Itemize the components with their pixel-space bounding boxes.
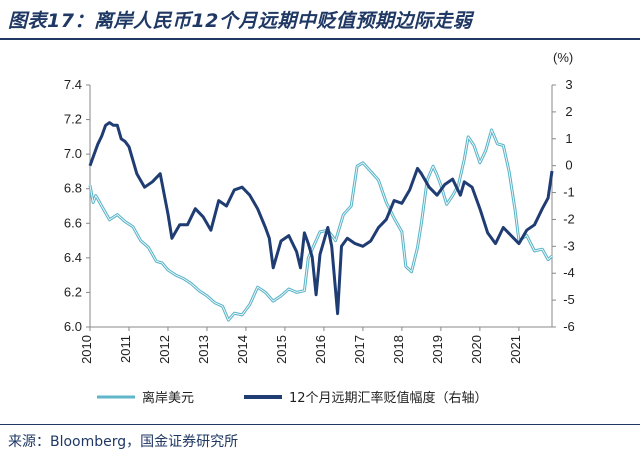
right-tick-label: -6 [563, 319, 575, 334]
left-tick-label: 6.4 [64, 250, 82, 265]
series-line-cnh-core [89, 129, 553, 321]
right-tick-label: 1 [565, 131, 572, 146]
legend-label-cnh: 离岸美元 [142, 390, 194, 406]
x-tick-label: 2019 [430, 335, 445, 364]
x-tick-label: 2017 [352, 335, 367, 364]
x-tick-label: 2012 [157, 335, 172, 364]
x-tick-label: 2015 [274, 335, 289, 364]
x-tick-label: 2013 [196, 335, 211, 364]
right-tick-label: -5 [563, 292, 575, 307]
series-line-cnh [88, 128, 554, 322]
x-tick-label: 2018 [391, 335, 406, 364]
right-axis-unit-label: (%) [553, 50, 573, 65]
title-divider [0, 38, 640, 40]
x-tick-label: 2016 [313, 335, 328, 364]
x-tick-label: 2021 [508, 335, 523, 364]
right-tick-label: 0 [565, 158, 572, 173]
left-tick-label: 6.6 [64, 215, 82, 230]
x-tick-label: 2014 [235, 335, 250, 364]
right-tick-label: -3 [563, 238, 575, 253]
x-tick-label: 2010 [79, 335, 94, 364]
series-line-forward [88, 121, 554, 316]
left-tick-label: 6.8 [64, 181, 82, 196]
x-tick-label: 2011 [118, 335, 133, 363]
chart-series [88, 121, 554, 322]
chart-axes [86, 84, 556, 331]
source-divider [0, 424, 640, 425]
left-tick-label: 7.4 [64, 77, 82, 92]
source-note: 来源：Bloomberg，国金证券研究所 [8, 434, 239, 450]
left-tick-label: 7.0 [64, 146, 82, 161]
x-tick-label: 2020 [469, 335, 484, 364]
chart-tick-labels: 6.0 6.2 6.4 6.6 6.8 7.0 7.2 7.4 -6 -5 -4 -3 -2 -1 0 1 2 3… [64, 77, 575, 364]
chart-title: 图表17：离岸人民币12个月远期中贬值预期边际走弱 [8, 10, 473, 32]
right-tick-label: 3 [565, 77, 572, 92]
right-tick-label: -1 [563, 185, 575, 200]
right-tick-label: -4 [563, 265, 575, 280]
legend: 离岸美元 12个月远期汇率贬值幅度（右轴） [97, 390, 488, 406]
right-tick-label: -2 [563, 211, 575, 226]
right-tick-label: 2 [565, 104, 572, 119]
left-tick-label: 6.2 [64, 284, 82, 299]
left-tick-label: 7.2 [64, 112, 82, 127]
left-tick-label: 6.0 [64, 319, 82, 334]
legend-label-forward: 12个月远期汇率贬值幅度（右轴） [289, 390, 488, 406]
